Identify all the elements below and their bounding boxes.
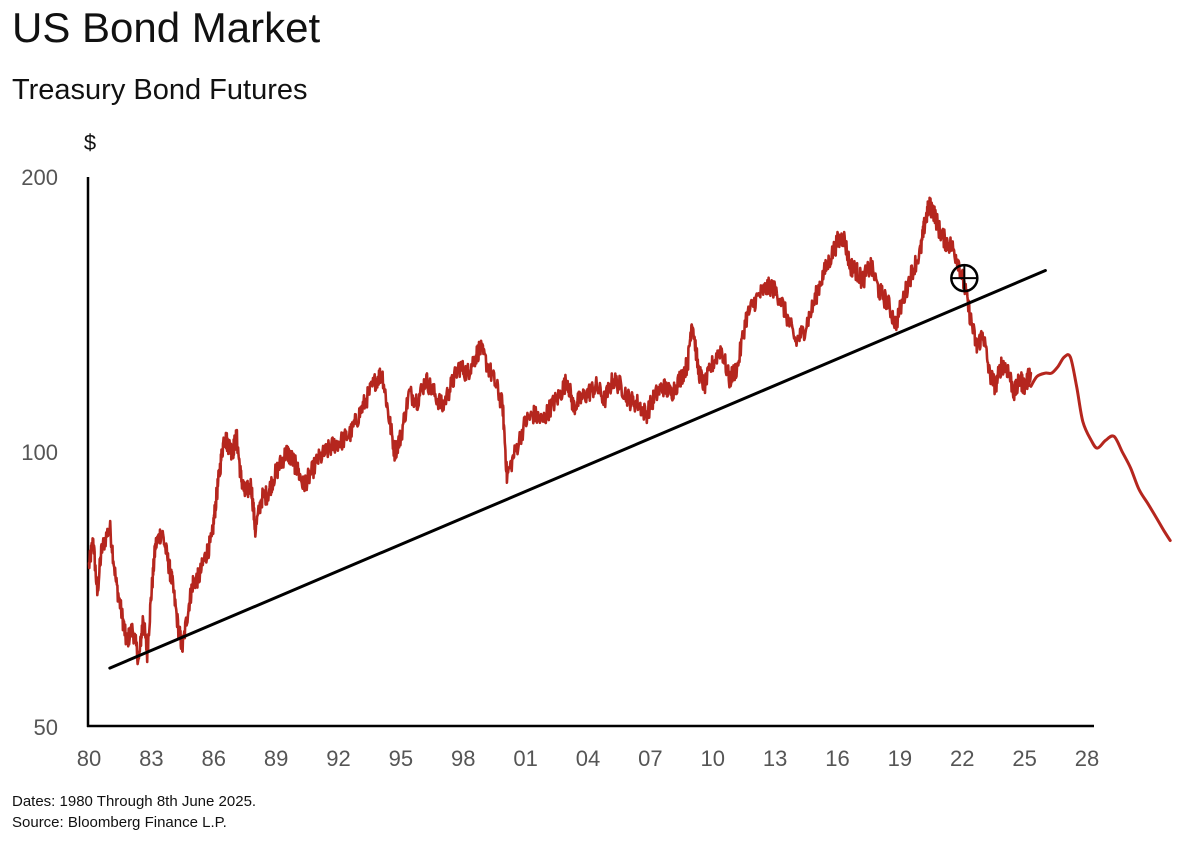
y-tick-label: 100: [21, 440, 58, 465]
x-tick-label: 04: [576, 746, 600, 771]
x-tick-label: 92: [326, 746, 350, 771]
page-title: US Bond Market: [12, 4, 321, 51]
x-tick-label: 89: [264, 746, 288, 771]
trendline: [108, 269, 1047, 670]
footnote: Dates: 1980 Through 8th June 2025. Sourc…: [12, 791, 256, 833]
footnote-source: Source: Bloomberg Finance L.P.: [12, 814, 227, 831]
bond-futures-chart: $ 50 100 200 80 83 86 89 92 95 98 01 04 07 10 13 16 19 2…: [21, 130, 1172, 771]
breakdown-marker: [950, 263, 979, 293]
x-tick-label: 13: [763, 746, 787, 771]
x-tick-label: 25: [1012, 746, 1036, 771]
y-axis-unit-label: $: [84, 130, 96, 155]
x-axis-ticks: 80 83 86 89 92 95 98 01 04 07 10 13 16 19 22 25 28: [77, 746, 1099, 771]
x-tick-label: 98: [451, 746, 475, 771]
x-tick-label: 86: [202, 746, 226, 771]
x-tick-label: 19: [888, 746, 912, 771]
x-tick-label: 28: [1075, 746, 1099, 771]
x-tick-label: 01: [513, 746, 537, 771]
annotation-layer: [950, 263, 979, 293]
footnote-dates: Dates: 1980 Through 8th June 2025.: [12, 793, 257, 810]
page-subtitle: Treasury Bond Futures: [12, 74, 308, 106]
y-tick-label: 50: [34, 715, 58, 740]
x-tick-label: 83: [139, 746, 163, 771]
x-tick-label: 95: [389, 746, 413, 771]
series-layer: [87, 196, 1172, 670]
y-axis-ticks: 50 100 200: [21, 165, 58, 740]
x-tick-label: 16: [825, 746, 849, 771]
x-tick-label: 10: [701, 746, 725, 771]
series-line-projection: [1029, 353, 1172, 542]
x-tick-label: 80: [77, 746, 101, 771]
y-tick-label: 200: [21, 165, 58, 190]
series-line-history: [87, 196, 1033, 666]
x-tick-label: 22: [950, 746, 974, 771]
x-tick-label: 07: [638, 746, 662, 771]
